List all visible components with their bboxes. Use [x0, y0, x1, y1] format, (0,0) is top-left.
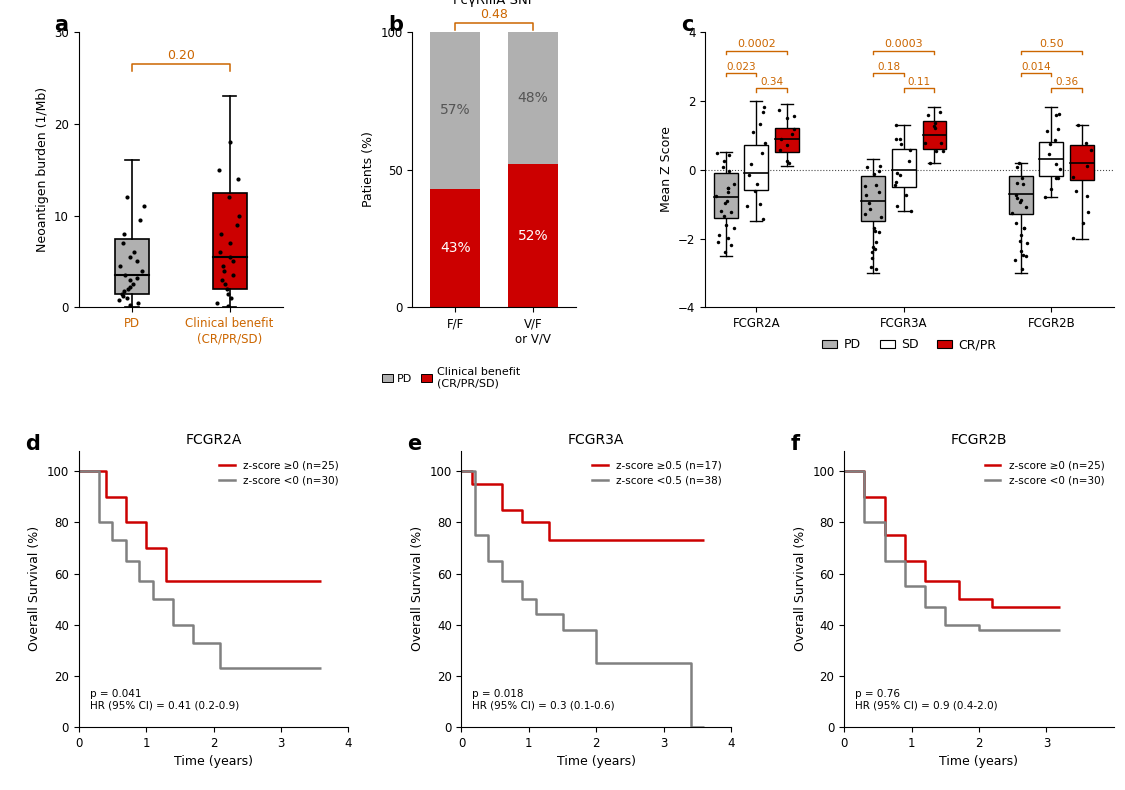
Text: p = 0.018
HR (95% CI) = 0.3 (0.1-0.6): p = 0.018 HR (95% CI) = 0.3 (0.1-0.6): [472, 689, 615, 710]
Bar: [745, 145, 768, 190]
Text: 52%: 52%: [518, 229, 548, 243]
Text: 57%: 57%: [440, 103, 470, 117]
Bar: [507, 32, 558, 164]
Bar: [507, 164, 558, 307]
Bar: [430, 32, 480, 189]
Legend: z-score ≥0.5 (n=17), z-score <0.5 (n=38): z-score ≥0.5 (n=17), z-score <0.5 (n=38): [587, 456, 726, 490]
Bar: [862, 176, 885, 221]
Y-axis label: Neoantigen burden (1/Mb): Neoantigen burden (1/Mb): [36, 87, 48, 252]
Text: b: b: [388, 15, 403, 35]
Bar: [430, 189, 480, 307]
Y-axis label: Overall Survival (%): Overall Survival (%): [411, 526, 424, 652]
Text: 0.014: 0.014: [1022, 62, 1051, 72]
Text: 0.023: 0.023: [726, 62, 756, 72]
Legend: PD, Clinical benefit
(CR/PR/SD): PD, Clinical benefit (CR/PR/SD): [377, 363, 524, 393]
Bar: [892, 149, 916, 186]
Title: FCGR3A: FCGR3A: [568, 433, 624, 447]
Bar: [213, 193, 246, 289]
X-axis label: Time (years): Time (years): [174, 755, 253, 768]
Text: 0.36: 0.36: [1055, 77, 1078, 87]
Bar: [115, 239, 150, 294]
Y-axis label: Overall Survival (%): Overall Survival (%): [28, 526, 42, 652]
Text: 0.20: 0.20: [166, 48, 195, 62]
Text: f: f: [791, 435, 800, 454]
Legend: z-score ≥0 (n=25), z-score <0 (n=30): z-score ≥0 (n=25), z-score <0 (n=30): [981, 456, 1108, 490]
Y-axis label: Patients (%): Patients (%): [362, 132, 375, 208]
Text: p = 0.76
HR (95% CI) = 0.9 (0.4-2.0): p = 0.76 HR (95% CI) = 0.9 (0.4-2.0): [855, 689, 998, 710]
Text: 0.11: 0.11: [908, 77, 930, 87]
Text: e: e: [407, 435, 422, 454]
Y-axis label: Overall Survival (%): Overall Survival (%): [794, 526, 807, 652]
Text: 0.48: 0.48: [480, 8, 508, 21]
Text: 0.0003: 0.0003: [884, 40, 924, 49]
Text: a: a: [54, 15, 69, 35]
Text: 43%: 43%: [440, 241, 470, 255]
Legend: z-score ≥0 (n=25), z-score <0 (n=30): z-score ≥0 (n=25), z-score <0 (n=30): [215, 456, 343, 490]
Bar: [922, 121, 946, 149]
Text: p = 0.041
HR (95% CI) = 0.41 (0.2-0.9): p = 0.041 HR (95% CI) = 0.41 (0.2-0.9): [90, 689, 238, 710]
X-axis label: Time (years): Time (years): [557, 755, 636, 768]
Text: 0.18: 0.18: [876, 62, 900, 72]
Text: 0.50: 0.50: [1040, 40, 1063, 49]
Bar: [1009, 176, 1033, 214]
Bar: [1040, 142, 1063, 176]
Title: FCGR2B: FCGR2B: [951, 433, 1007, 447]
Bar: [713, 173, 738, 218]
Title: FcγRIIIA SNP: FcγRIIIA SNP: [452, 0, 536, 7]
Text: 0.0002: 0.0002: [737, 40, 775, 49]
Text: d: d: [25, 435, 39, 454]
Bar: [775, 128, 799, 152]
Text: c: c: [681, 15, 693, 35]
Bar: [1070, 145, 1094, 180]
Title: FCGR2A: FCGR2A: [186, 433, 242, 447]
Text: 0.34: 0.34: [760, 77, 783, 87]
X-axis label: Time (years): Time (years): [939, 755, 1018, 768]
Text: 48%: 48%: [518, 91, 548, 105]
Legend: PD, SD, CR/PR: PD, SD, CR/PR: [818, 333, 1001, 356]
Y-axis label: Mean Z Score: Mean Z Score: [659, 126, 673, 213]
